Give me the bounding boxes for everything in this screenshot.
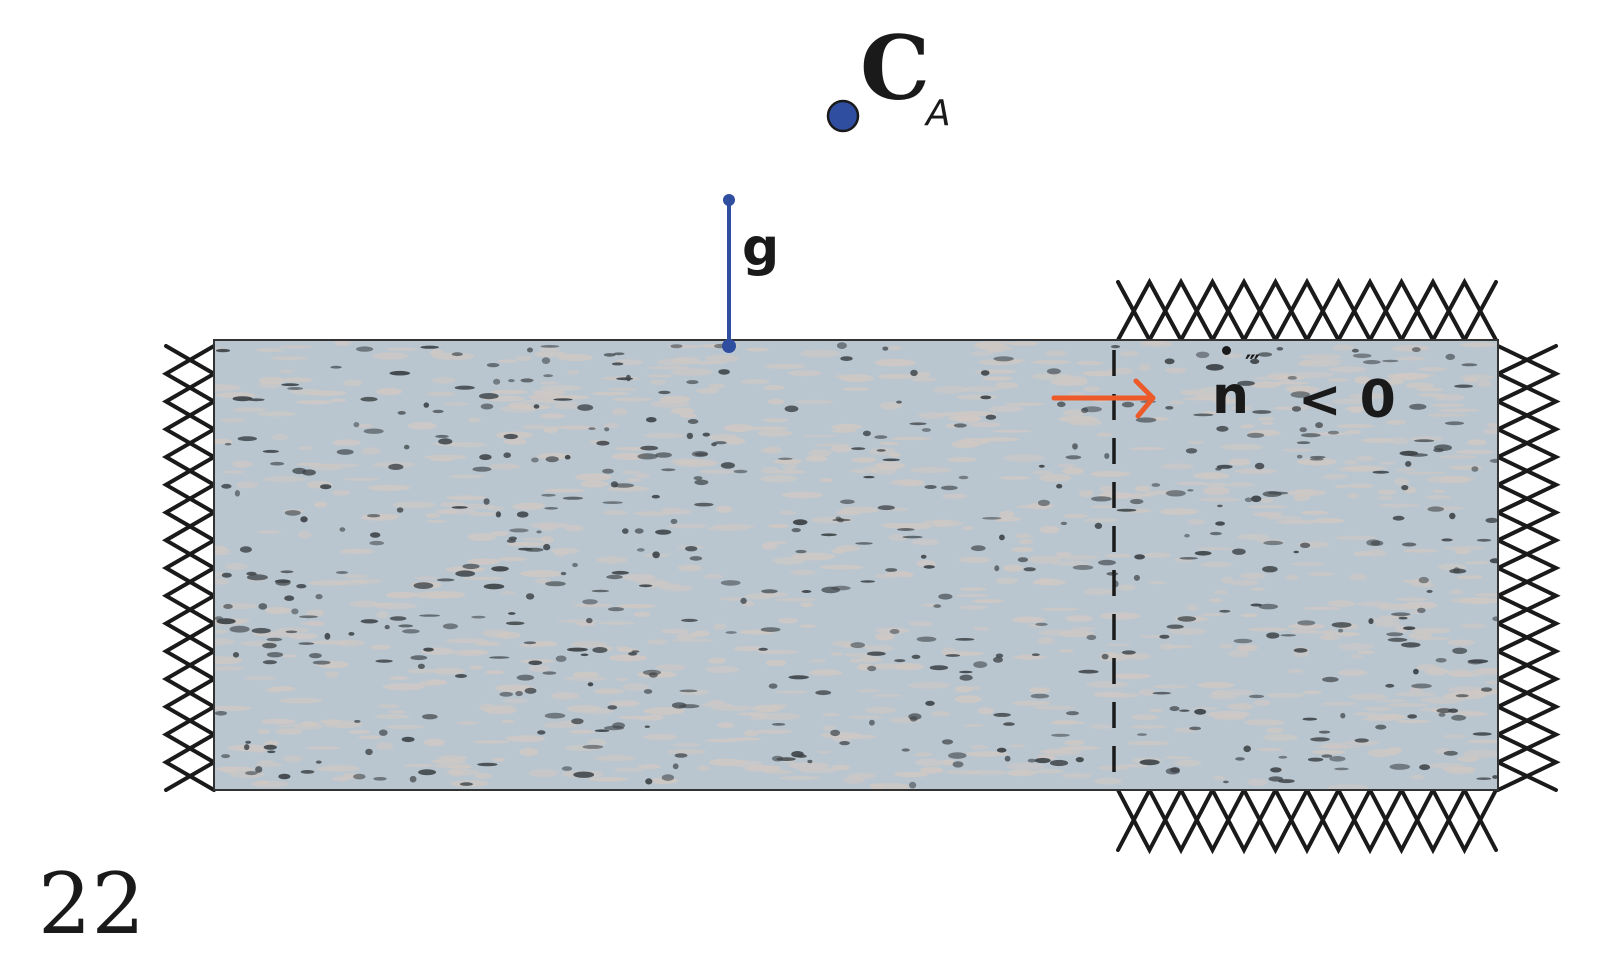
source-point-subscript: A — [926, 93, 951, 134]
hatch-stroke — [1493, 344, 1561, 792]
left-wall-hatching — [162, 344, 218, 792]
hatch-stroke — [1116, 785, 1498, 855]
right-wall-hatching — [1493, 344, 1561, 792]
hatch-stroke — [1493, 344, 1561, 792]
bottom-wall-hatching — [1116, 785, 1498, 855]
hatch-stroke — [162, 344, 218, 792]
gap-dimension-marker — [722, 194, 736, 353]
hatch-stroke — [162, 344, 218, 792]
gap-label: g — [742, 218, 780, 278]
source-point-dot — [826, 99, 860, 133]
page-number: 22 — [38, 855, 145, 953]
flux-relation: < 0 — [1298, 370, 1396, 430]
flux-arrow — [1051, 378, 1156, 419]
hatch-stroke — [1116, 277, 1498, 345]
flux-primes: ‴ — [1245, 350, 1261, 378]
source-point-label: C — [860, 16, 931, 120]
flux-rate-dot — [1222, 346, 1231, 355]
slab-outline — [213, 339, 1499, 791]
top-wall-hatching — [1116, 277, 1498, 345]
flux-symbol: n — [1212, 366, 1250, 426]
slab-texture — [214, 340, 1498, 790]
